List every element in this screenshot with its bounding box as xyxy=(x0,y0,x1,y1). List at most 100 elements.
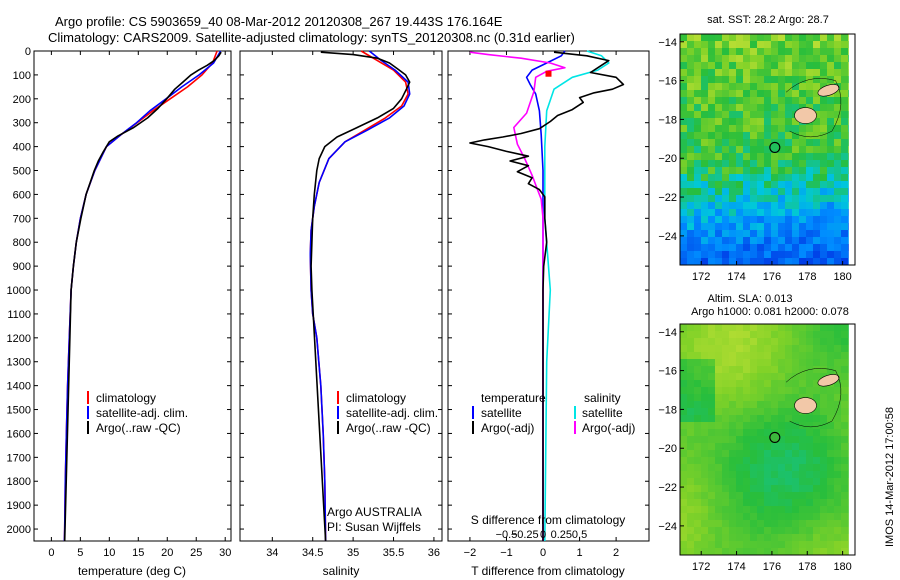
map-cell xyxy=(806,534,814,542)
map-cell xyxy=(806,209,814,217)
map-cell xyxy=(827,97,835,105)
map-cell xyxy=(799,34,807,42)
map-cell xyxy=(778,534,786,542)
map-cell xyxy=(778,139,786,147)
map-cell xyxy=(729,408,737,416)
map-cell xyxy=(729,244,737,252)
map-cell xyxy=(792,188,800,196)
map-cell xyxy=(771,352,779,360)
map-cell xyxy=(680,97,688,105)
temperature-legend: climatology satellite-adj. clim. Argo(..… xyxy=(87,391,188,435)
map-cell xyxy=(841,76,849,84)
map-cell xyxy=(778,62,786,70)
map-cell xyxy=(701,244,709,252)
map-cell xyxy=(750,111,758,119)
map-cell xyxy=(778,338,786,346)
map-cell xyxy=(806,90,814,98)
map-cell xyxy=(778,443,786,451)
map-cell xyxy=(841,373,849,381)
map-cell xyxy=(806,541,814,549)
map-cell xyxy=(799,471,807,479)
map-cell xyxy=(694,188,702,196)
map-cell xyxy=(743,160,751,168)
map-cell xyxy=(750,195,758,203)
map-cell xyxy=(841,251,849,259)
map-cell xyxy=(680,139,688,147)
map-cell xyxy=(813,69,821,77)
map-cell xyxy=(757,181,765,189)
map-cell xyxy=(757,104,765,112)
map-cell xyxy=(806,499,814,507)
map-cell xyxy=(687,457,695,465)
map-cell xyxy=(778,48,786,56)
map-cell xyxy=(701,520,709,528)
map-cell xyxy=(757,422,765,430)
map-cell xyxy=(694,118,702,126)
lon-tick-label: 176 xyxy=(763,561,781,573)
map-cell xyxy=(750,174,758,182)
map-cell xyxy=(715,520,723,528)
map-cell xyxy=(722,520,730,528)
map-cell xyxy=(820,209,828,217)
map-cell xyxy=(813,62,821,70)
map-cell xyxy=(778,188,786,196)
map-cell xyxy=(778,380,786,388)
map-cell xyxy=(736,471,744,479)
map-cell xyxy=(806,394,814,402)
map-cell xyxy=(757,401,765,409)
sal-legend-climatology: climatology xyxy=(346,391,406,405)
map-cell xyxy=(708,97,716,105)
map-cell xyxy=(708,118,716,126)
map-cell xyxy=(841,174,849,182)
map-cell xyxy=(841,492,849,500)
map-cell xyxy=(841,223,849,231)
map-cell xyxy=(729,188,737,196)
map-cell xyxy=(757,464,765,472)
map-cell xyxy=(813,76,821,84)
map-cell xyxy=(827,202,835,210)
map-cell xyxy=(792,387,800,395)
map-cell xyxy=(785,237,793,245)
map-cell xyxy=(771,132,779,140)
map-cell xyxy=(799,174,807,182)
map-cell xyxy=(729,55,737,63)
map-cell xyxy=(813,513,821,521)
map-cell xyxy=(757,492,765,500)
map-cell xyxy=(841,55,849,63)
map-cell xyxy=(764,415,772,423)
series-line-temperature-argo-adj- xyxy=(469,51,625,541)
map-cell xyxy=(785,401,793,409)
map-cell xyxy=(715,62,723,70)
map-cell xyxy=(757,244,765,252)
map-cell xyxy=(736,146,744,154)
map-cell xyxy=(827,258,835,266)
map-cell xyxy=(694,359,702,367)
map-cell xyxy=(750,331,758,339)
map-cell xyxy=(722,541,730,549)
map-cell xyxy=(841,97,849,105)
map-cell xyxy=(771,209,779,217)
map-cell xyxy=(841,478,849,486)
map-cell xyxy=(778,415,786,423)
map-cell xyxy=(687,188,695,196)
map-cell xyxy=(736,258,744,266)
map-cell xyxy=(694,478,702,486)
map-cell xyxy=(750,380,758,388)
map-cell xyxy=(827,167,835,175)
map-cell xyxy=(729,541,737,549)
map-cell xyxy=(729,478,737,486)
map-cell xyxy=(785,499,793,507)
map-cell xyxy=(750,366,758,374)
map-cell xyxy=(792,408,800,416)
map-cell xyxy=(722,202,730,210)
map-cell xyxy=(806,160,814,168)
map-cell xyxy=(680,338,688,346)
map-cell xyxy=(792,104,800,112)
map-cell xyxy=(792,457,800,465)
map-cell xyxy=(820,541,828,549)
map-cell xyxy=(722,527,730,535)
map-cell xyxy=(715,541,723,549)
map-cell xyxy=(722,506,730,514)
map-cell xyxy=(813,366,821,374)
map-cell xyxy=(701,366,709,374)
